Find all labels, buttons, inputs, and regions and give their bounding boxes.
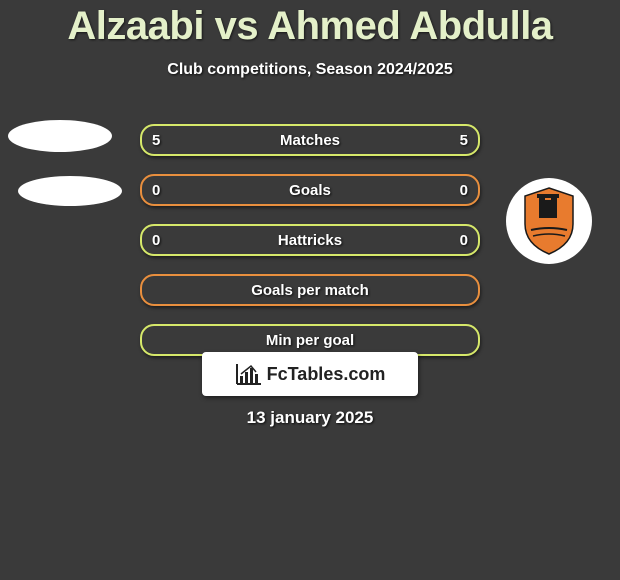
player-left-avatar-bottom bbox=[18, 176, 122, 206]
date-label: 13 january 2025 bbox=[0, 408, 620, 428]
player-left-avatar-top bbox=[8, 120, 112, 152]
ajman-club-icon bbox=[519, 186, 579, 256]
brand-box: FcTables.com bbox=[202, 352, 418, 396]
stat-right-value: 0 bbox=[460, 232, 468, 249]
stat-rows: 5 Matches 5 0 Goals 0 0 Hattricks 0 Goal… bbox=[140, 124, 480, 374]
stat-row-goals: 0 Goals 0 bbox=[140, 174, 480, 206]
stat-label: Goals per match bbox=[251, 282, 369, 299]
stat-right-value: 0 bbox=[460, 182, 468, 199]
stat-left-value: 0 bbox=[152, 182, 160, 199]
comparison-card: Alzaabi vs Ahmed Abdulla Club competitio… bbox=[0, 0, 620, 580]
stat-right-value: 5 bbox=[460, 132, 468, 149]
stat-label: Hattricks bbox=[278, 232, 342, 249]
stat-left-value: 0 bbox=[152, 232, 160, 249]
stat-row-matches: 5 Matches 5 bbox=[140, 124, 480, 156]
brand-label: FcTables.com bbox=[267, 364, 386, 385]
bar-chart-icon bbox=[235, 362, 263, 386]
player-right-club-badge bbox=[506, 178, 592, 264]
page-subtitle: Club competitions, Season 2024/2025 bbox=[0, 61, 620, 79]
page-title: Alzaabi vs Ahmed Abdulla bbox=[0, 0, 620, 49]
stat-row-goals-per-match: Goals per match bbox=[140, 274, 480, 306]
stat-label: Min per goal bbox=[266, 332, 354, 349]
stat-row-hattricks: 0 Hattricks 0 bbox=[140, 224, 480, 256]
stat-left-value: 5 bbox=[152, 132, 160, 149]
stat-label: Matches bbox=[280, 132, 340, 149]
stat-label: Goals bbox=[289, 182, 331, 199]
